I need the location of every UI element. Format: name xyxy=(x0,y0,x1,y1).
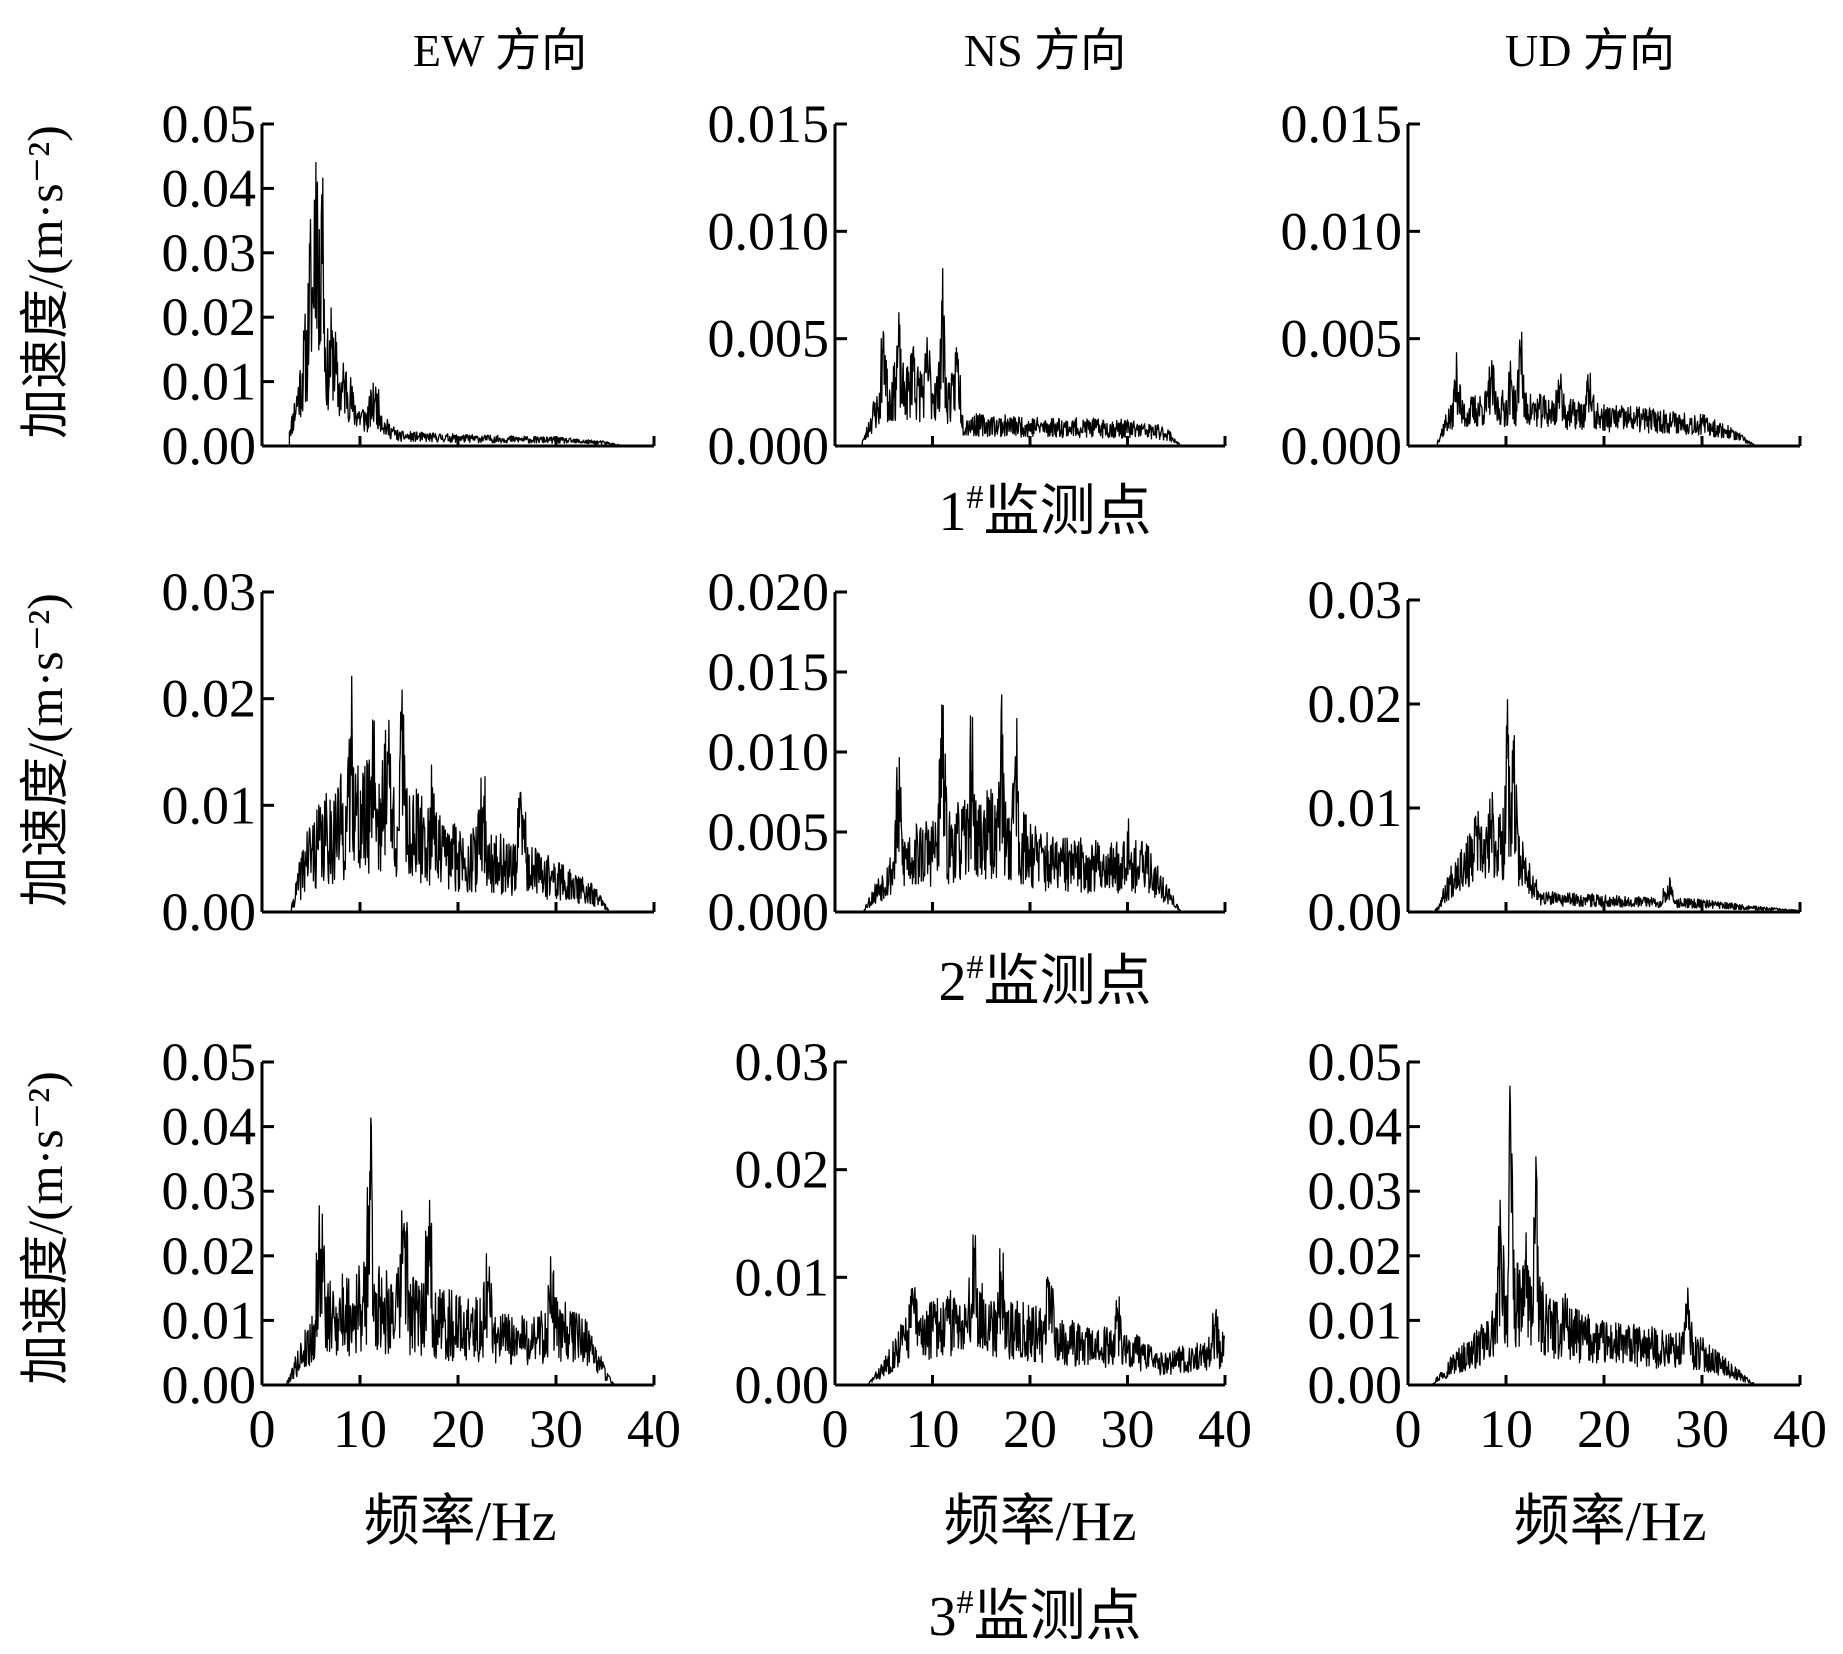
panel-s3-ud: 0.000.010.020.030.040.05 0 10 20 30 40 xyxy=(1308,1032,1828,1459)
y-tick-label-s1-ew: 0.05 xyxy=(162,94,257,154)
y-axis-label-row1: 加速度/(m·s⁻²) xyxy=(17,125,73,439)
row-ylabels: 加速度/(m·s⁻²) 加速度/(m·s⁻²) 加速度/(m·s⁻²) xyxy=(17,125,73,1385)
spectrum-line-s1-ud xyxy=(1436,331,1757,447)
y-tick-label-s1-ns: 0.010 xyxy=(708,201,830,261)
station-label-3: 3#监测点 xyxy=(929,1584,1142,1648)
spectrum-line-s1-ns xyxy=(861,268,1182,447)
y-tick-label-s3-ew: 0.03 xyxy=(162,1161,257,1221)
x-tick-label-s3-ew: 20 xyxy=(431,1399,485,1459)
y-tick-label-s2-ud: 0.03 xyxy=(1308,570,1403,630)
x-axis-labels: 频率/Hz 频率/Hz 频率/Hz xyxy=(364,1491,1707,1553)
y-tick-label-s3-ud: 0.05 xyxy=(1308,1032,1403,1092)
x-tick-label-s3-ns: 30 xyxy=(1101,1399,1155,1459)
spectrum-line-s3-ew xyxy=(285,1117,616,1386)
panel-s1-ud: 0.000 0.005 0.010 0.015 xyxy=(1281,94,1802,476)
station-label-1: 1#监测点 xyxy=(939,479,1152,543)
spectrum-line-s2-ew xyxy=(290,675,611,913)
y-tick-label-s1-ud: 0.015 xyxy=(1281,94,1403,154)
y-tick-label-s3-ns: 0.00 xyxy=(735,1355,830,1415)
y-tick-label-s1-ew: 0.03 xyxy=(162,223,257,283)
y-tick-label-s3-ns: 0.02 xyxy=(735,1140,830,1200)
y-tick-label-s2-ew: 0.01 xyxy=(162,775,257,835)
y-tick-label-s2-ud: 0.00 xyxy=(1308,882,1403,942)
y-tick-label-s1-ud: 0.000 xyxy=(1281,416,1403,476)
y-tick-label-s3-ns: 0.01 xyxy=(735,1247,830,1307)
y-tick-label-s2-ns: 0.000 xyxy=(708,882,830,942)
panel-s2-ew: 0.00 0.01 0.02 0.03 xyxy=(162,562,656,942)
y-tick-label-s2-ew: 0.00 xyxy=(162,882,257,942)
y-tick-label-s1-ew: 0.01 xyxy=(162,352,257,412)
panel-s1-ew: 0.000.010.020.030.040.05 xyxy=(162,94,656,476)
x-tick-label-s3-ns: 20 xyxy=(1003,1399,1057,1459)
x-tick-label-s3-ew: 0 xyxy=(249,1399,276,1459)
y-tick-label-s3-ud: 0.03 xyxy=(1308,1161,1403,1221)
y-axis-label-row3: 加速度/(m·s⁻²) xyxy=(17,1071,73,1385)
y-tick-label-s2-ud: 0.02 xyxy=(1308,674,1403,734)
y-tick-label-s2-ew: 0.02 xyxy=(162,669,257,729)
y-tick-label-s3-ud: 0.04 xyxy=(1308,1097,1403,1157)
station-labels: 1#监测点 2#监测点 3#监测点 xyxy=(929,479,1152,1648)
y-axis-label-row2: 加速度/(m·s⁻²) xyxy=(17,593,73,907)
y-tick-label-s2-ud: 0.01 xyxy=(1308,778,1403,838)
y-tick-label-s3-ud: 0.00 xyxy=(1308,1355,1403,1415)
column-title-ew: EW 方向 xyxy=(413,25,587,76)
x-tick-label-s3-ew: 30 xyxy=(529,1399,583,1459)
x-tick-label-s3-ud: 10 xyxy=(1479,1399,1533,1459)
y-tick-label-s3-ud: 0.01 xyxy=(1308,1290,1403,1350)
y-tick-label-s2-ew: 0.03 xyxy=(162,562,257,622)
y-tick-label-s3-ud: 0.02 xyxy=(1308,1226,1403,1286)
x-tick-label-s3-ew: 10 xyxy=(333,1399,387,1459)
spectrum-line-s3-ud xyxy=(1431,1085,1757,1386)
panels: 0.000.010.020.030.040.050.0000.0050.0100… xyxy=(162,94,1828,1459)
y-tick-label-s2-ns: 0.015 xyxy=(708,642,830,702)
y-tick-label-s1-ud: 0.005 xyxy=(1281,309,1403,369)
y-tick-label-s3-ew: 0.02 xyxy=(162,1226,257,1286)
spectrum-line-s3-ns xyxy=(868,1234,1226,1385)
panel-s2-ns: 0.000 0.005 0.010 0.015 0.020 xyxy=(708,562,1227,942)
y-tick-label-s2-ns: 0.020 xyxy=(708,562,830,622)
column-title-ns: NS 方向 xyxy=(964,25,1126,76)
spectrum-line-s2-ns xyxy=(863,694,1182,913)
x-tick-label-s3-ud: 0 xyxy=(1395,1399,1422,1459)
panel-s3-ew: 0.000.010.020.030.040.05 0 10 20 30 40 xyxy=(162,1032,682,1459)
y-tick-label-s1-ud: 0.010 xyxy=(1281,201,1403,261)
x-tick-label-s3-ew: 40 xyxy=(627,1399,681,1459)
panel-s3-ns: 0.00 0.01 0.02 0.03 0 10 20 30 40 xyxy=(735,1032,1253,1459)
column-titles: EW 方向 NS 方向 UD 方向 xyxy=(413,25,1675,76)
x-tick-label-s3-ns: 40 xyxy=(1198,1399,1252,1459)
x-tick-label-s3-ns: 10 xyxy=(906,1399,960,1459)
y-tick-label-s1-ns: 0.000 xyxy=(708,416,830,476)
y-tick-label-s1-ew: 0.04 xyxy=(162,158,257,218)
y-tick-label-s2-ns: 0.010 xyxy=(708,722,830,782)
x-axis-label-ns: 频率/Hz xyxy=(944,1491,1137,1553)
x-axis-label-ew: 频率/Hz xyxy=(364,1491,557,1553)
y-tick-label-s1-ew: 0.00 xyxy=(162,416,257,476)
panel-s2-ud: 0.00 0.01 0.02 0.03 xyxy=(1308,570,1802,942)
y-tick-label-s1-ns: 0.005 xyxy=(708,309,830,369)
y-tick-label-s3-ew: 0.04 xyxy=(162,1097,257,1157)
panel-s1-ns: 0.000 0.005 0.010 0.015 xyxy=(708,94,1227,476)
column-title-ud: UD 方向 xyxy=(1505,25,1675,76)
y-tick-label-s3-ew: 0.05 xyxy=(162,1032,257,1092)
spectrum-line-s1-ew xyxy=(288,161,625,447)
spectrum-line-s2-ud xyxy=(1434,699,1801,912)
station-label-2: 2#监测点 xyxy=(939,949,1152,1013)
x-tick-label-s3-ud: 40 xyxy=(1773,1399,1827,1459)
y-tick-label-s3-ns: 0.03 xyxy=(735,1032,830,1092)
y-tick-label-s1-ns: 0.015 xyxy=(708,94,830,154)
y-tick-label-s1-ew: 0.02 xyxy=(162,287,257,347)
x-tick-label-s3-ud: 30 xyxy=(1675,1399,1729,1459)
x-tick-label-s3-ud: 20 xyxy=(1577,1399,1631,1459)
x-axis-label-ud: 频率/Hz xyxy=(1514,1491,1707,1553)
y-tick-label-s3-ew: 0.00 xyxy=(162,1355,257,1415)
x-tick-label-s3-ns: 0 xyxy=(822,1399,849,1459)
y-tick-label-s2-ns: 0.005 xyxy=(708,802,830,862)
y-tick-label-s3-ew: 0.01 xyxy=(162,1290,257,1350)
